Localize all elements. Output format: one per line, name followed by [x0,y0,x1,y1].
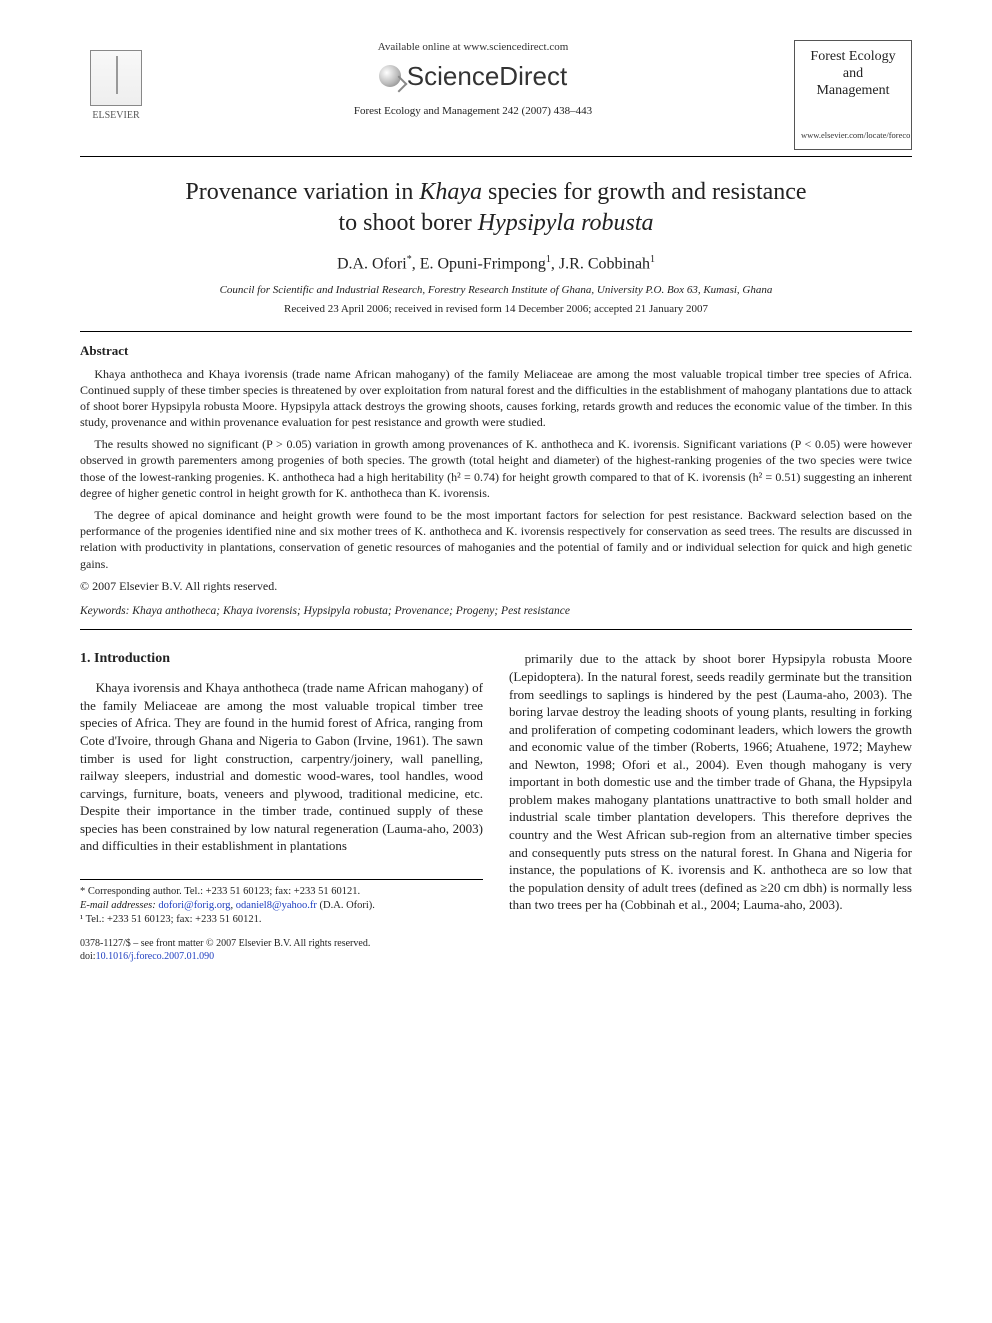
doi-line: doi:10.1016/j.foreco.2007.01.090 [80,950,483,963]
intro-para-right: primarily due to the attack by shoot bor… [509,650,912,913]
journal-name: Forest EcologyandManagement [801,49,905,99]
issn-line: 0378-1127/$ – see front matter © 2007 El… [80,937,483,950]
author-line: D.A. Ofori*, E. Opuni-Frimpong1, J.R. Co… [80,253,912,275]
header-rule [80,156,912,157]
author: E. Opuni-Frimpong [420,256,546,273]
pre-abstract-rule [80,331,912,332]
author-sup: * [407,254,412,265]
email-line: E-mail addresses: dofori@forig.org, odan… [80,899,483,913]
publisher-name: ELSEVIER [92,109,139,123]
footnote-1: ¹ Tel.: +233 51 60123; fax: +233 51 6012… [80,913,483,927]
publisher-logo: ELSEVIER [80,40,152,122]
keywords-label: Keywords: [80,605,129,617]
footer-meta: 0378-1127/$ – see front matter © 2007 El… [80,937,483,963]
title-part: to shoot borer [338,210,477,236]
intro-para-left: Khaya ivorensis and Khaya anthotheca (tr… [80,679,483,854]
email-link[interactable]: dofori@forig.org [158,900,230,911]
keywords-text: Khaya anthotheca; Khaya ivorensis; Hypsi… [132,605,570,617]
author: D.A. Ofori [337,256,407,273]
title-part: species for growth and resistance [482,179,807,205]
doi-link[interactable]: 10.1016/j.foreco.2007.01.090 [96,951,215,962]
column-left: 1. Introduction Khaya ivorensis and Khay… [80,650,483,963]
author: J.R. Cobbinah [559,256,650,273]
title-part: Provenance variation in [185,179,419,205]
email-label: E-mail addresses: [80,900,156,911]
abstract-body: Khaya anthotheca and Khaya ivorensis (tr… [80,366,912,572]
abstract-para: The degree of apical dominance and heigh… [80,507,912,572]
platform-logo: ScienceDirect [379,59,567,94]
platform-name: ScienceDirect [407,59,567,94]
author-sup: 1 [650,254,655,265]
abstract-para: Khaya anthotheca and Khaya ivorensis (tr… [80,366,912,431]
elsevier-tree-icon [90,50,142,106]
section-heading-intro: 1. Introduction [80,650,483,669]
header-center: Available online at www.sciencedirect.co… [152,40,794,119]
author-sup: 1 [546,254,551,265]
article-dates: Received 23 April 2006; received in revi… [80,302,912,317]
journal-url: www.elsevier.com/locate/foreco [801,130,905,141]
column-right: primarily due to the attack by shoot bor… [509,650,912,963]
available-online-text: Available online at www.sciencedirect.co… [162,40,784,55]
post-abstract-rule [80,629,912,630]
abstract-heading: Abstract [80,342,912,360]
email-link[interactable]: odaniel8@yahoo.fr [236,900,317,911]
page-header: ELSEVIER Available online at www.science… [80,40,912,150]
email-tail: (D.A. Ofori). [317,900,375,911]
journal-citation: Forest Ecology and Management 242 (2007)… [162,104,784,119]
keywords-line: Keywords: Khaya anthotheca; Khaya ivoren… [80,604,912,620]
abstract-para: The results showed no significant (P > 0… [80,436,912,501]
doi-label: doi: [80,951,96,962]
sciencedirect-icon [379,65,401,87]
title-italic-species: Hypsipyla robusta [478,210,654,236]
affiliation: Council for Scientific and Industrial Re… [80,283,912,298]
title-italic-genus: Khaya [419,179,482,205]
footnotes-block: * Corresponding author. Tel.: +233 51 60… [80,879,483,928]
journal-cover-box: Forest EcologyandManagement www.elsevier… [794,40,912,150]
body-columns: 1. Introduction Khaya ivorensis and Khay… [80,650,912,963]
article-title: Provenance variation in Khaya species fo… [140,177,852,239]
copyright-line: © 2007 Elsevier B.V. All rights reserved… [80,578,912,594]
corresponding-author-note: * Corresponding author. Tel.: +233 51 60… [80,885,483,899]
